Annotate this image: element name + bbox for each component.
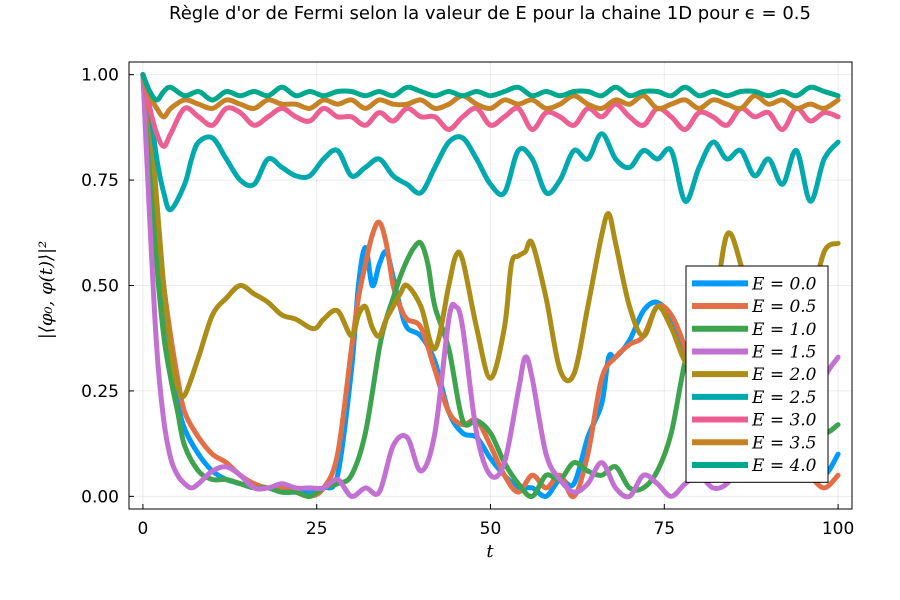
y-tick-label: 0.25 — [81, 382, 119, 402]
legend-label-5: E = 2.5 — [751, 388, 817, 408]
legend: E = 0.0 E = 0.5 E = 1.0E = 1.5 E = 2.0 E = 2… — [685, 265, 829, 483]
x-axis-label: t — [486, 541, 494, 562]
legend-label-3: E = 1.5 — [751, 342, 817, 362]
x-axis-ticks: 0 25 50 75 100 — [137, 504, 854, 539]
x-tick-label: 25 — [306, 519, 328, 539]
legend-label-8: E = 4.0 — [751, 456, 817, 476]
x-tick-label: 50 — [480, 519, 502, 539]
series-line-6 — [140, 72, 841, 149]
series-line-8 — [140, 72, 841, 103]
x-tick-label: 0 — [137, 519, 148, 539]
y-tick-label: 1.00 — [81, 66, 119, 86]
legend-label-1: E = 0.5 — [751, 297, 817, 317]
y-axis-label: |⟨φ₀, φ(t)⟩|² — [36, 241, 57, 340]
series-line-5 — [140, 72, 841, 213]
legend-label-2: E = 1.0 — [751, 320, 817, 340]
y-tick-label: 0.75 — [81, 171, 119, 191]
y-axis-ticks: 0.00 0.25 0.50 0.75 1.00 — [81, 66, 134, 507]
legend-label-6: E = 3.0 — [751, 411, 817, 431]
legend-label-4: E = 2.0 — [751, 365, 817, 385]
x-tick-label: 75 — [653, 519, 675, 539]
legend-label-0: E = 0.0 — [751, 274, 817, 294]
y-tick-label: 0.50 — [81, 277, 119, 297]
y-tick-label: 0.00 — [81, 487, 119, 507]
series-line-7 — [140, 72, 841, 120]
x-tick-label: 100 — [822, 519, 854, 539]
legend-label-7: E = 3.5 — [751, 433, 817, 453]
chart-title: Règle d'or de Fermi selon la valeur de E… — [169, 3, 811, 24]
